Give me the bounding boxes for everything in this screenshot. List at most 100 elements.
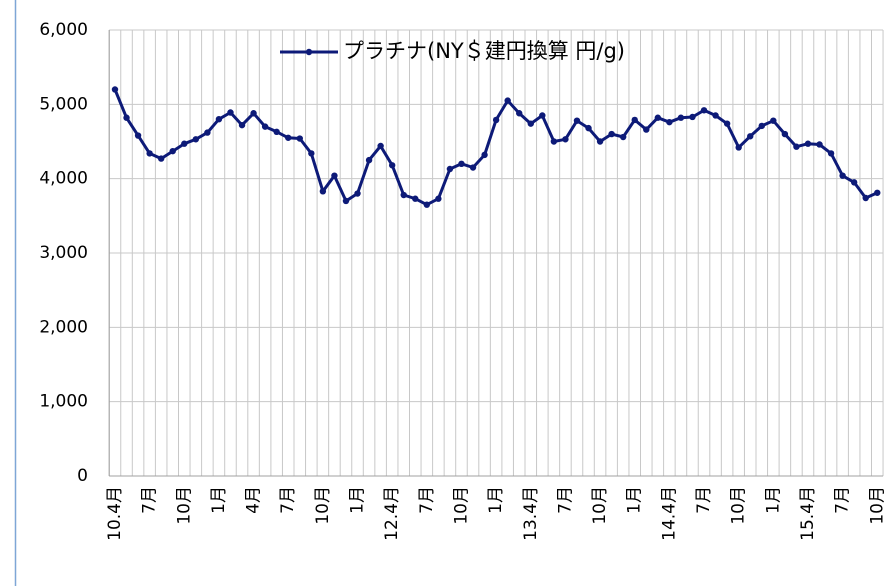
x-tick-label: 10月 [590, 486, 610, 525]
data-point [573, 117, 581, 124]
data-point [781, 130, 789, 138]
data-point [516, 110, 523, 117]
data-point [365, 156, 373, 164]
data-point [770, 117, 777, 124]
data-point [700, 107, 708, 114]
data-point [181, 140, 188, 147]
data-point [469, 164, 477, 171]
x-tick-label: 13.4月 [521, 486, 541, 541]
data-point [192, 136, 200, 143]
data-point [238, 121, 246, 129]
x-tick-label: 12.4月 [382, 486, 402, 541]
data-point [585, 124, 592, 132]
data-point [169, 147, 176, 155]
data-point [689, 113, 696, 121]
data-point [123, 114, 130, 121]
data-point [666, 118, 673, 126]
x-tick-label: 10月 [867, 486, 887, 525]
data-point [504, 97, 511, 104]
data-point [458, 160, 465, 167]
y-tick-label: 5,000 [39, 94, 88, 114]
data-point [423, 201, 431, 208]
data-point [862, 194, 869, 202]
data-point [758, 122, 765, 130]
data-point [492, 116, 500, 124]
data-point [134, 132, 142, 139]
y-tick-label: 3,000 [39, 243, 88, 263]
data-point [215, 116, 223, 123]
x-tick-label: 14.4月 [659, 486, 679, 541]
x-tick-label: 7月 [140, 486, 160, 514]
y-tick-label: 1,000 [39, 392, 88, 412]
data-point [596, 138, 604, 145]
data-point [481, 151, 488, 159]
data-point [643, 126, 650, 133]
x-tick-label: 10月 [313, 486, 333, 525]
x-tick-label: 10.4月 [105, 486, 125, 541]
data-point [354, 190, 361, 197]
data-point [261, 123, 269, 130]
data-point [654, 114, 662, 121]
data-point [388, 162, 396, 169]
data-point [400, 191, 407, 199]
data-point [747, 133, 754, 140]
x-tick-label: 10月 [174, 486, 194, 525]
data-point [285, 134, 292, 141]
x-tick-label: 4月 [244, 486, 264, 514]
data-point [839, 172, 846, 179]
data-point [157, 155, 165, 162]
x-tick-label: 1月 [763, 486, 783, 514]
data-point [446, 165, 454, 173]
data-point [319, 188, 327, 195]
data-point [111, 86, 119, 93]
data-point [562, 136, 569, 143]
x-tick-label: 7月 [694, 486, 714, 514]
x-tick-label: 7月 [278, 486, 298, 514]
data-point [250, 110, 257, 117]
x-tick-label: 1月 [348, 486, 368, 514]
data-point [850, 179, 858, 186]
data-point [608, 130, 615, 138]
data-point [827, 150, 835, 157]
data-point [377, 142, 384, 150]
x-tick-label: 10月 [451, 486, 471, 525]
x-tick-label: 7月 [555, 486, 575, 514]
legend-marker [305, 48, 313, 56]
x-tick-label: 1月 [486, 486, 506, 514]
y-tick-label: 0 [77, 466, 88, 486]
data-point [146, 150, 153, 157]
x-tick-label: 15.4月 [798, 486, 818, 541]
data-point [804, 140, 812, 147]
data-point [435, 195, 442, 202]
data-point [550, 138, 558, 145]
data-point [723, 120, 731, 127]
x-tick-label: 7月 [833, 486, 853, 514]
data-point [273, 128, 280, 136]
data-point [677, 114, 685, 121]
data-point [874, 189, 881, 196]
y-tick-label: 2,000 [39, 317, 88, 337]
data-point [735, 144, 742, 151]
data-point [296, 135, 303, 142]
data-point [227, 109, 234, 116]
y-tick-label: 6,000 [39, 20, 88, 40]
data-point [308, 150, 315, 157]
data-point [204, 129, 211, 136]
data-point [712, 112, 719, 119]
x-tick-label: 1月 [209, 486, 229, 514]
x-tick-label: 1月 [625, 486, 645, 514]
data-point [631, 116, 638, 124]
data-point [816, 141, 823, 148]
data-point [527, 120, 534, 127]
y-tick-label: 4,000 [39, 169, 88, 189]
data-point [412, 195, 419, 202]
data-point [619, 133, 627, 141]
data-point [539, 112, 546, 119]
data-point [342, 197, 350, 205]
legend-label: プラチナ(NY＄建円換算 円/g) [343, 39, 625, 63]
x-tick-label: 10月 [729, 486, 749, 525]
x-tick-label: 7月 [417, 486, 437, 514]
